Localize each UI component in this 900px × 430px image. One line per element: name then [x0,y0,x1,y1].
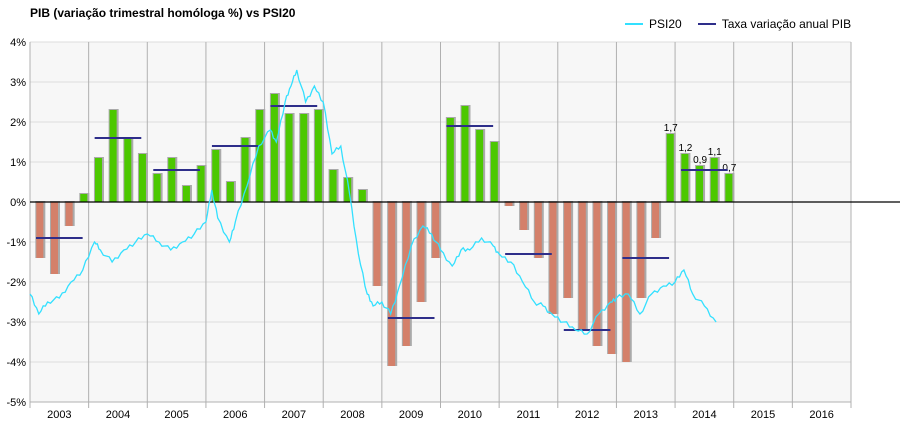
bar [94,158,102,202]
bar [417,202,425,302]
bar [476,130,484,202]
chart-title: PIB (variação trimestral homóloga %) vs … [30,6,296,20]
bar [373,202,381,286]
x-tick-label: 2016 [809,409,833,421]
bar [314,110,322,202]
bar [168,158,176,202]
bar [666,134,674,202]
x-tick-label: 2015 [751,409,775,421]
legend-swatch-annual-gdp [697,23,716,25]
bar [300,114,308,202]
bar [65,202,73,226]
bar-data-label: 0,9 [693,155,707,166]
x-tick-label: 2014 [692,409,716,421]
bar [652,202,660,238]
bar [534,202,542,258]
bar [212,150,220,202]
bar [270,94,278,202]
legend-item-annual-gdp: Taxa variação anual PIB [697,17,852,31]
bar [358,190,366,202]
bar [490,142,498,202]
legend-label-annual-gdp: Taxa variação anual PIB [721,17,852,31]
bar-data-label: 1,1 [708,147,722,158]
y-tick-label: -1% [6,237,26,249]
y-tick-label: 4% [10,37,26,49]
bar [593,202,601,346]
bar [402,202,410,346]
x-tick-label: 2006 [223,409,247,421]
bar [344,178,352,202]
x-tick-label: 2004 [106,409,130,421]
psi20-line [29,69,717,335]
bar [505,202,513,206]
x-tick-label: 2008 [340,409,364,421]
x-tick-label: 2007 [282,409,306,421]
legend: PSI20 Taxa variação anual PIB [625,17,861,31]
y-tick-label: -5% [6,397,26,409]
bar [388,202,396,366]
legend-item-psi20: PSI20 [625,17,682,31]
bar [564,202,572,298]
y-tick-label: -2% [6,277,26,289]
bar [182,186,190,202]
x-tick-label: 2011 [517,409,541,421]
legend-label-psi20: PSI20 [649,17,682,31]
x-tick-label: 2010 [458,409,482,421]
bar [36,202,44,258]
bar [285,114,293,202]
bar [549,202,557,314]
y-tick-label: 0% [10,197,26,209]
legend-swatch-psi20 [625,23,643,25]
bar [696,166,704,202]
x-tick-label: 2003 [47,409,71,421]
bar [622,202,630,362]
bar [710,158,718,202]
y-tick-label: -4% [6,357,26,369]
x-tick-label: 2012 [575,409,599,421]
bar [109,110,117,202]
bar-data-label: 0,7 [722,163,736,174]
y-tick-label: 2% [10,117,26,129]
y-tick-label: 1% [10,157,26,169]
y-tick-label: -3% [6,317,26,329]
bar [241,138,249,202]
bar [608,202,616,354]
bar-data-label: 1,2 [678,143,692,154]
bar [446,118,454,202]
bar [725,174,733,202]
bar [681,154,689,202]
x-tick-label: 2005 [164,409,188,421]
bar [80,194,88,202]
bar [578,202,586,330]
bar [637,202,645,298]
bar [461,106,469,202]
bar [329,170,337,202]
x-tick-label: 2013 [634,409,658,421]
y-tick-label: 3% [10,77,26,89]
bar [432,202,440,258]
bar [197,166,205,202]
bar [226,182,234,202]
bar [153,174,161,202]
bar [124,138,132,202]
bar [520,202,528,230]
bar [138,154,146,202]
bar [256,110,264,202]
bar-data-label: 1,7 [664,123,678,134]
x-tick-label: 2009 [399,409,423,421]
